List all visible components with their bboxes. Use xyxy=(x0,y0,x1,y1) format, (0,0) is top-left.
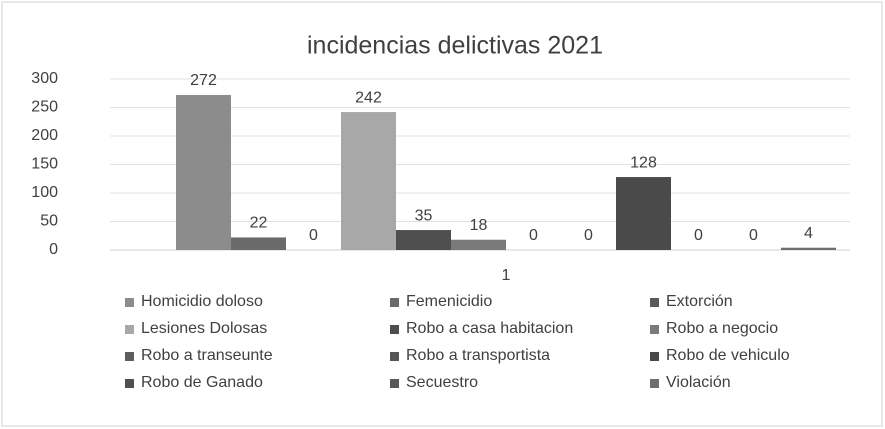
legend-swatch xyxy=(650,325,659,334)
legend-swatch xyxy=(390,352,399,361)
legend-swatch xyxy=(125,298,134,307)
chart-title: incidencias delictivas 2021 xyxy=(307,32,603,60)
data-label: 18 xyxy=(470,217,488,234)
legend-swatch xyxy=(390,379,399,388)
legend-label: Robo a transportista xyxy=(406,347,550,364)
legend-label: Robo a negocio xyxy=(666,320,778,337)
y-tick-label: 300 xyxy=(31,70,58,87)
legend-label: Femenicidio xyxy=(406,293,492,310)
y-tick-label: 50 xyxy=(40,213,58,230)
bar xyxy=(781,247,836,250)
bar xyxy=(396,230,451,250)
legend-swatch xyxy=(650,352,659,361)
legend-label: Robo a casa habitacion xyxy=(406,320,573,337)
legend-label: Robo de Ganado xyxy=(141,374,263,391)
data-label: 128 xyxy=(630,154,657,171)
legend-label: Extorción xyxy=(666,293,733,310)
legend-label: Secuestro xyxy=(406,374,478,391)
data-label: 35 xyxy=(415,207,433,224)
legend-swatch xyxy=(125,352,134,361)
legend-swatch xyxy=(650,379,659,388)
legend-swatch xyxy=(125,325,134,334)
data-label: 0 xyxy=(694,227,703,244)
y-tick-label: 100 xyxy=(31,184,58,201)
bar xyxy=(451,239,506,250)
data-label: 0 xyxy=(309,227,318,244)
y-tick-label: 150 xyxy=(31,156,58,173)
y-tick-label: 250 xyxy=(31,99,58,116)
legend-label: Robo a transeunte xyxy=(141,347,273,364)
data-label: 272 xyxy=(190,72,217,89)
legend-label: Violación xyxy=(666,374,731,391)
x-tick-label: 1 xyxy=(502,267,511,284)
legend-swatch xyxy=(390,325,399,334)
bar xyxy=(341,112,396,250)
y-tick-label: 200 xyxy=(31,127,58,144)
legend-swatch xyxy=(650,298,659,307)
legend-swatch xyxy=(390,298,399,307)
data-label: 0 xyxy=(749,227,758,244)
legend-label: Robo de vehiculo xyxy=(666,347,790,364)
legend-swatch xyxy=(125,379,134,388)
data-label: 242 xyxy=(355,89,382,106)
data-label: 0 xyxy=(529,227,538,244)
bar xyxy=(176,94,231,251)
bar xyxy=(231,237,286,250)
legend-label: Lesiones Dolosas xyxy=(141,320,267,337)
data-label: 4 xyxy=(804,225,813,242)
y-tick-label: 0 xyxy=(49,241,58,258)
data-label: 22 xyxy=(250,215,268,232)
bar xyxy=(616,177,671,250)
data-label: 0 xyxy=(584,227,593,244)
legend-label: Homicidio doloso xyxy=(141,293,263,310)
